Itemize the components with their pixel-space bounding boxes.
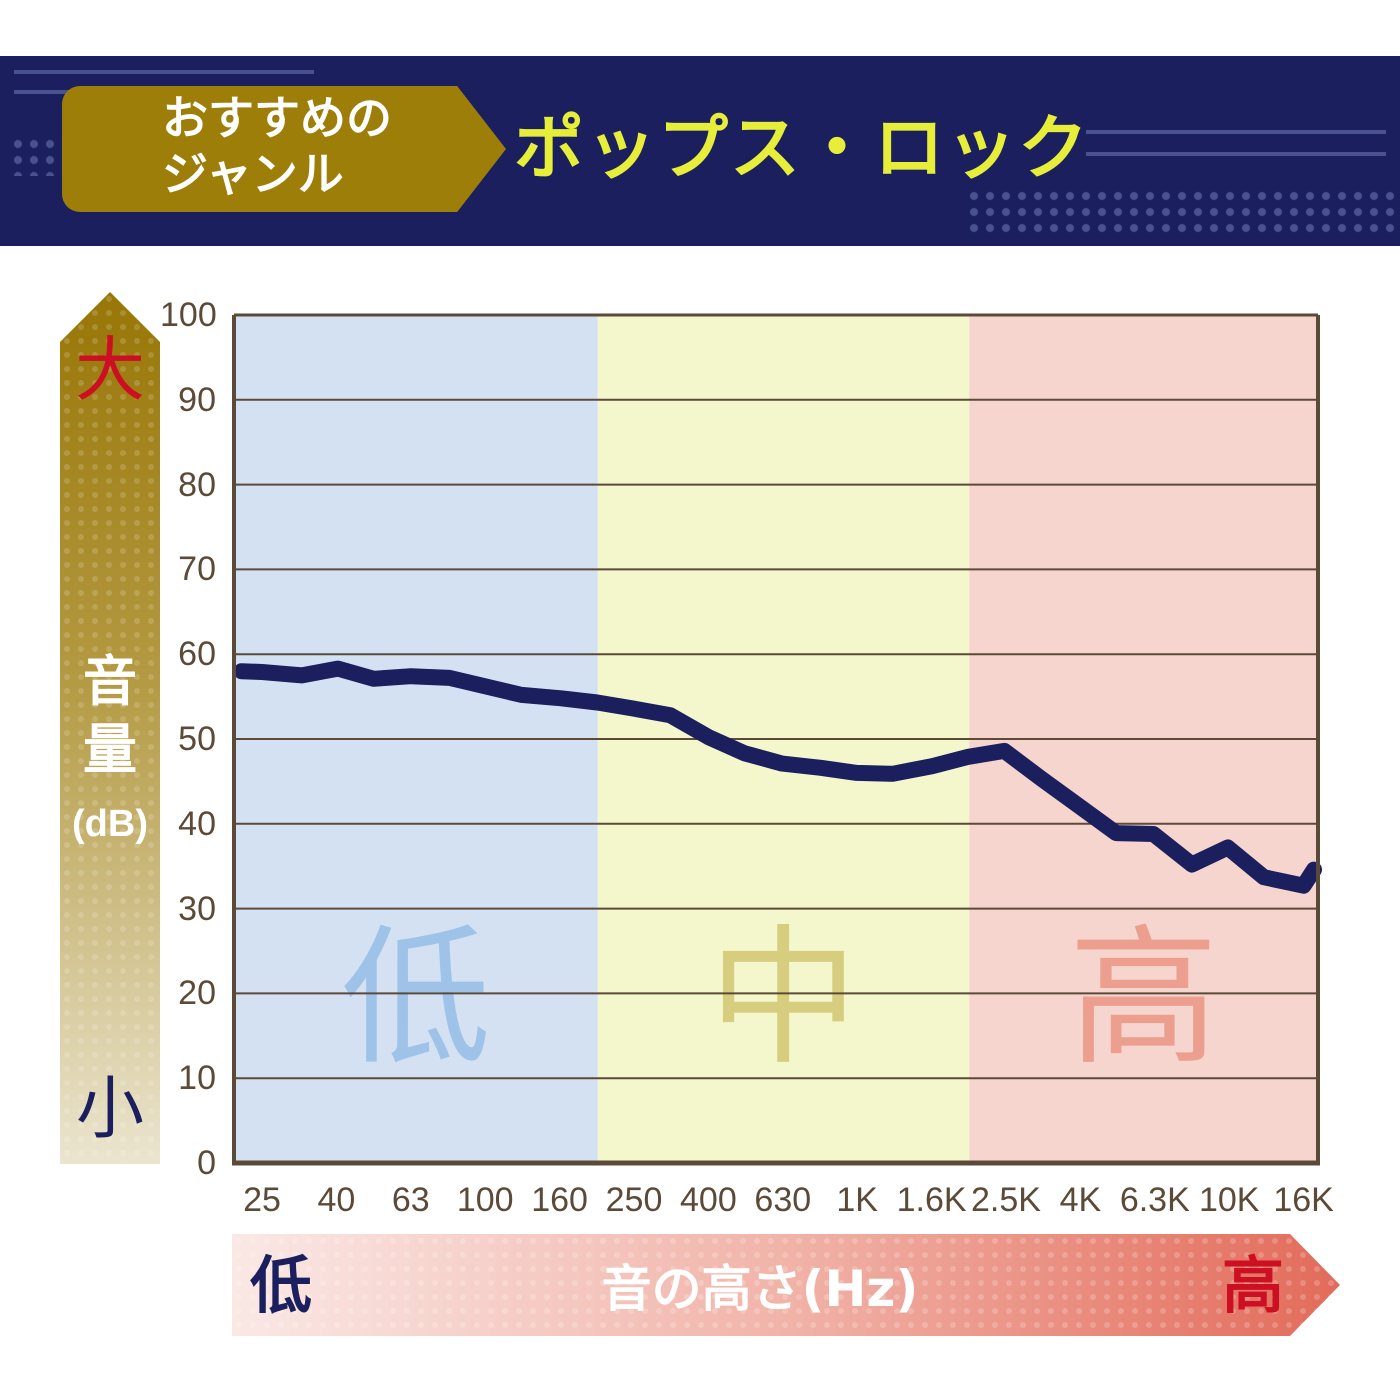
x-tick-label-14: 16K	[1273, 1181, 1334, 1219]
x-tick-label-4: 160	[531, 1181, 588, 1219]
genre-tag	[62, 86, 506, 212]
x-tick-label-0: 25	[243, 1181, 281, 1219]
x-tick-label-10: 2.5K	[971, 1181, 1041, 1219]
y-tick-label-80: 80	[178, 465, 216, 504]
y-tick-label-30: 30	[178, 889, 216, 928]
y-tick-label-10: 10	[178, 1059, 216, 1098]
pitch-arrow	[232, 1234, 1340, 1336]
x-tick-label-6: 400	[680, 1181, 737, 1219]
x-tick-label-2: 63	[391, 1181, 430, 1219]
x-tick-label-7: 630	[754, 1181, 812, 1219]
y-axis-unit: (dB)	[72, 803, 148, 845]
y-axis-label-line2: 量	[83, 718, 137, 781]
x-tick-label-9: 1.6K	[896, 1181, 967, 1219]
genre-title: ポップス・ロック	[514, 107, 1090, 189]
y-tick-label-70: 70	[178, 550, 216, 589]
volume-arrow	[60, 292, 160, 1164]
y-axis-low: 小	[75, 1070, 144, 1149]
recommended-genre-tag: おすすめの ジャンル	[162, 90, 462, 202]
band-label-3: 高	[1069, 912, 1219, 1086]
header-banner: おすすめの ジャンル ポップス・ロック	[0, 56, 1400, 246]
band-label-1: 低	[341, 912, 491, 1086]
y-tick-label-50: 50	[178, 720, 216, 758]
y-tick-label-40: 40	[178, 804, 216, 843]
y-tick-label-20: 20	[178, 974, 216, 1013]
x-tick-label-13: 10K	[1198, 1181, 1260, 1219]
x-tick-label-12: 6.3K	[1119, 1181, 1190, 1219]
y-axis-label-line1: 音	[83, 650, 137, 713]
tag-line-2: ジャンル	[162, 147, 344, 201]
y-tick-label-100: 100	[160, 296, 217, 334]
x-axis-low: 低	[250, 1249, 313, 1322]
y-tick-label-60: 60	[178, 635, 216, 674]
x-tick-label-3: 100	[456, 1181, 514, 1219]
x-tick-label-5: 250	[605, 1181, 663, 1219]
tag-line-1: おすすめの	[162, 91, 392, 145]
x-tick-label-11: 4K	[1059, 1181, 1102, 1219]
x-tick-label-1: 40	[317, 1181, 356, 1219]
y-axis-high: 大	[75, 329, 145, 411]
series-line-1	[233, 660, 1322, 894]
x-tick-label-8: 1K	[836, 1181, 878, 1219]
x-axis-label: 音の高さ(Hz)	[601, 1260, 919, 1318]
y-tick-label-90: 90	[178, 380, 216, 419]
band-label-2: 中	[709, 912, 859, 1086]
x-axis-high: 高	[1222, 1249, 1285, 1322]
y-tick-label-0: 0	[197, 1144, 216, 1182]
